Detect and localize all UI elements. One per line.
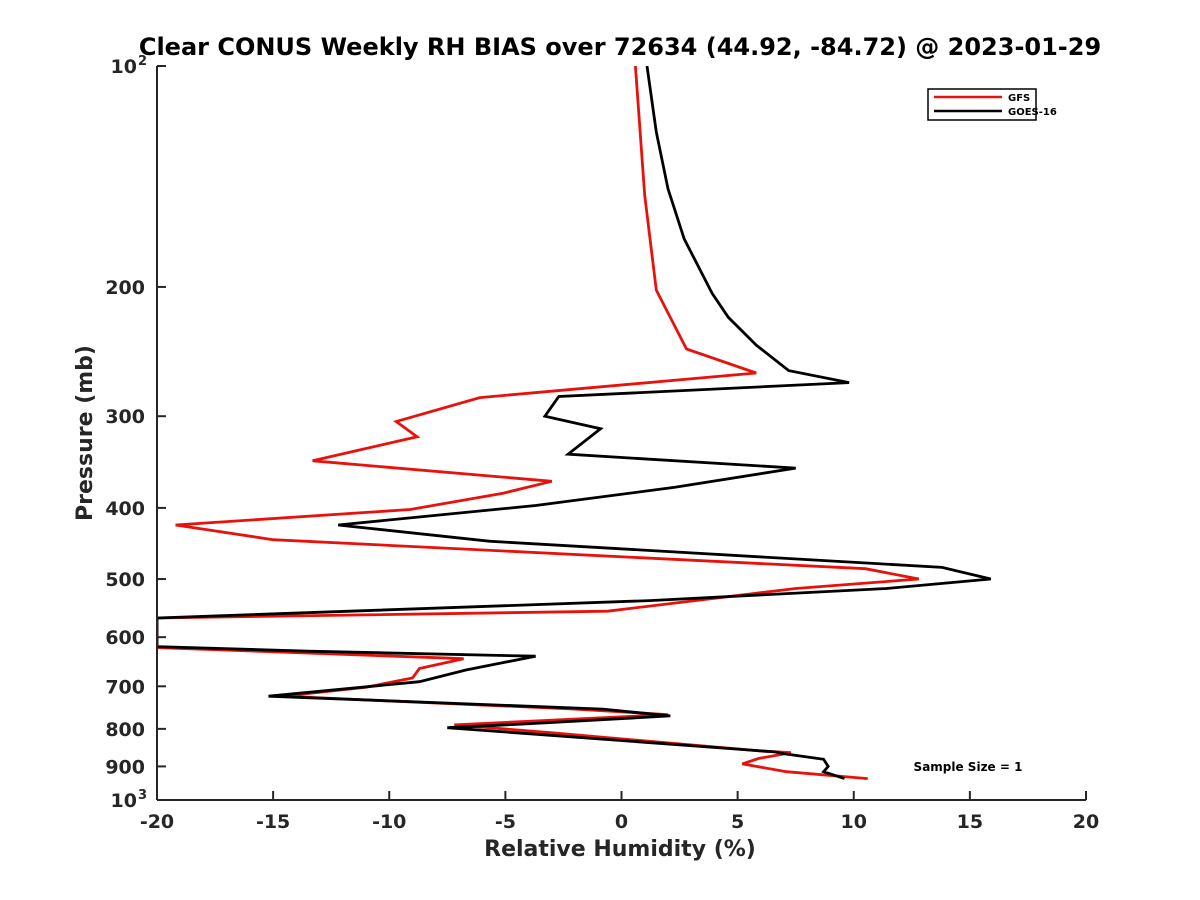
series-line-goes-16 xyxy=(157,66,992,780)
x-tick-label: -10 xyxy=(372,811,406,833)
x-tick-label: -15 xyxy=(256,811,290,833)
axes xyxy=(156,65,1087,801)
y-tick-label: 200 xyxy=(105,277,145,299)
sample-size-annotation: Sample Size = 1 xyxy=(914,760,1023,774)
y-tick-label: 600 xyxy=(105,627,145,649)
x-tick-label: 15 xyxy=(957,811,983,833)
x-tick-label: 20 xyxy=(1073,811,1099,833)
y-tick-label: 10 xyxy=(111,790,137,812)
y-tick-label: 900 xyxy=(105,756,145,778)
x-tick-label: 5 xyxy=(731,811,744,833)
chart-title: Clear CONUS Weekly RH BIAS over 72634 (4… xyxy=(139,33,1101,61)
y-axis-label: Pressure (mb) xyxy=(73,345,98,521)
series-line-gfs xyxy=(157,66,920,780)
x-axis-label: Relative Humidity (%) xyxy=(484,837,756,862)
x-tick-label: -20 xyxy=(140,811,174,833)
y-tick-label: 700 xyxy=(105,676,145,698)
y-tick-label: 10 xyxy=(111,56,137,78)
y-tick-label: 400 xyxy=(105,498,145,520)
legend-label-goes16: GOES-16 xyxy=(1008,107,1057,118)
legend-label-gfs: GFS xyxy=(1008,93,1030,104)
y-tick-label: 300 xyxy=(105,406,145,428)
legend-box xyxy=(927,88,1037,121)
x-tick-label: -5 xyxy=(495,811,516,833)
x-tick-label: 0 xyxy=(615,811,628,833)
y-tick-exponent: 2 xyxy=(138,54,147,69)
series-layer xyxy=(157,66,992,780)
x-tick-label: 10 xyxy=(841,811,867,833)
y-tick-label: 800 xyxy=(105,719,145,741)
y-tick-exponent: 3 xyxy=(138,788,147,803)
y-tick-label: 500 xyxy=(105,569,145,591)
legend: GFS GOES-16 xyxy=(927,88,1057,121)
